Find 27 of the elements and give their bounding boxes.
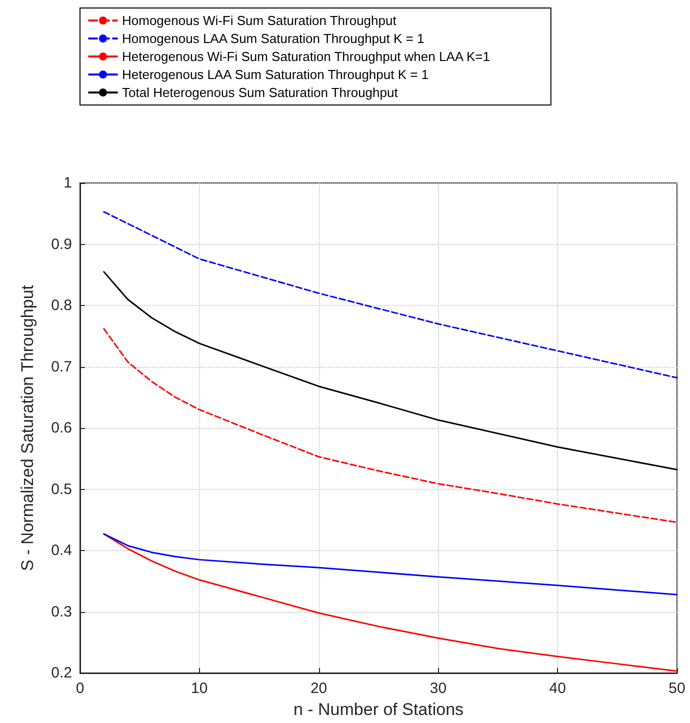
x-tick-label: 0 — [76, 680, 84, 697]
y-tick-label: 0.8 — [51, 297, 72, 314]
y-tick-label: 0.6 — [51, 420, 72, 436]
y-tick-label: 0.2 — [51, 664, 72, 682]
line-series — [103, 533, 678, 596]
x-tick-label: 40 — [549, 680, 566, 697]
x-tick-label: 30 — [430, 680, 447, 697]
legend-label: Total Heterogenous Sum Saturation Throughput — [122, 85, 398, 100]
y-axis-title: S - Normalized Saturation Throughput — [18, 284, 37, 572]
x-axis-title: n - Number of Stations — [293, 700, 464, 719]
line-series — [103, 211, 678, 379]
y-tick-label: 0.9 — [51, 236, 72, 253]
line-series — [103, 533, 678, 672]
y-tick-label: 0.5 — [51, 480, 72, 498]
x-tick-label: 50 — [668, 680, 686, 697]
y-tick-label: 0.3 — [51, 603, 72, 620]
legend-label: Heterogenous Wi-Fi Sum Saturation Throughput when LAA K=1 — [122, 49, 490, 64]
legend-label: Homogenous LAA Sum Saturation Throughput K = 1 — [122, 31, 424, 46]
x-tick-label: 10 — [191, 680, 208, 697]
legend-label: Homogenous Wi-Fi Sum Saturation Throughput — [122, 13, 397, 28]
line-series — [103, 328, 678, 524]
y-tick-label: 0.4 — [51, 542, 72, 559]
line-series — [103, 271, 678, 470]
y-tick-label: 0.7 — [51, 358, 72, 376]
x-tick-label: 20 — [310, 680, 328, 697]
y-tick-label: 1 — [64, 174, 72, 192]
legend-label: Heterogenous LAA Sum Saturation Throughput K = 1 — [122, 67, 429, 82]
